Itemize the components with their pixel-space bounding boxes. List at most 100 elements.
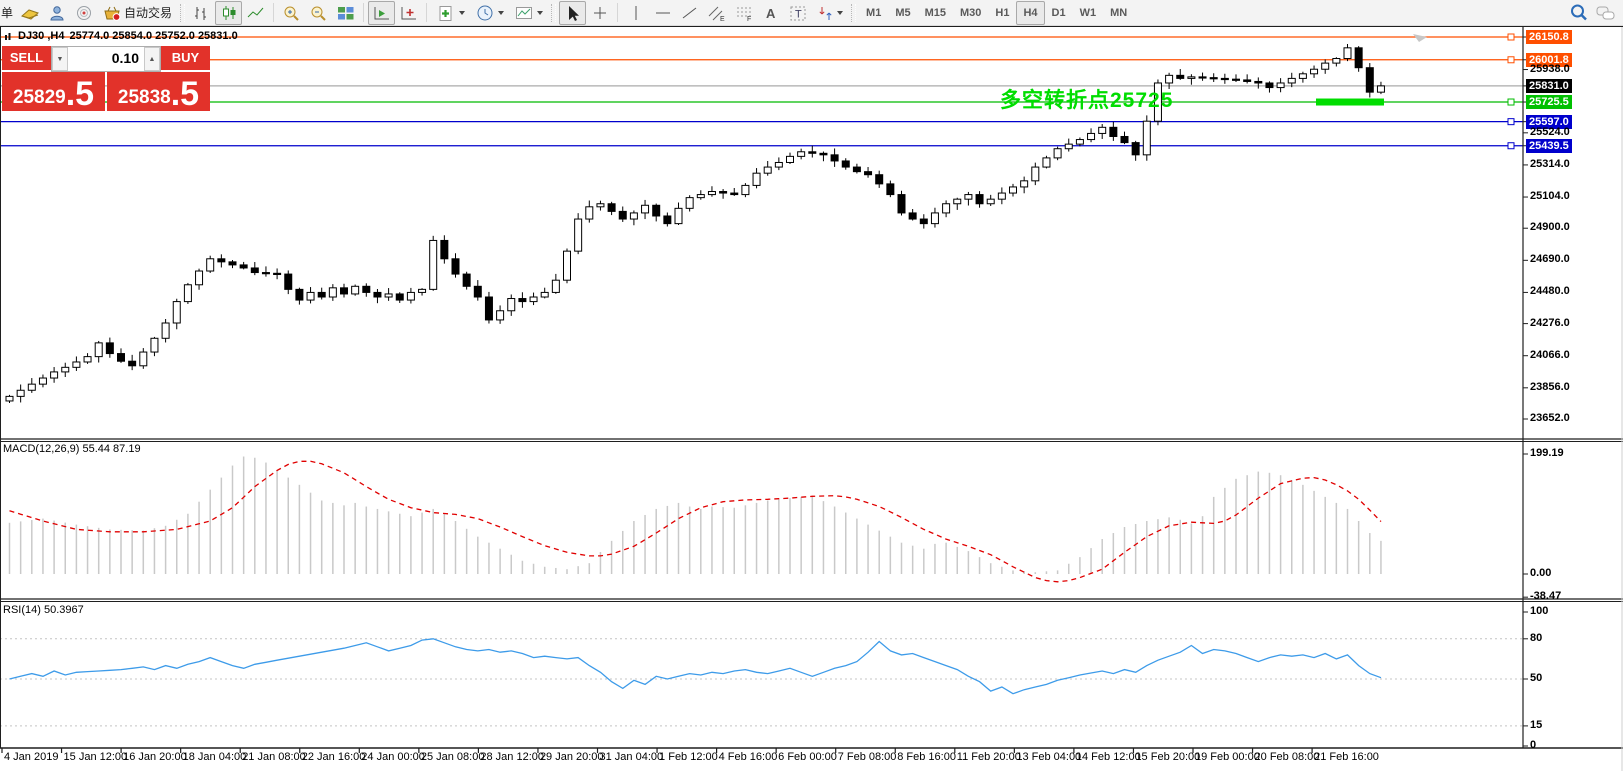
price-axis-label: 25439.5	[1526, 138, 1572, 153]
tile-windows-icon[interactable]	[332, 1, 359, 25]
tf-M30[interactable]: M30	[953, 1, 988, 25]
volume-decrease-button[interactable]: ▼	[52, 47, 68, 71]
tf-label: W1	[1079, 6, 1097, 19]
time-axis-label: 28 Jan 12:00	[480, 751, 545, 763]
volume-increase-button[interactable]: ▲	[144, 47, 160, 71]
price-axis-label: 23856.0	[1530, 380, 1570, 393]
buy-price-pip: .5	[170, 75, 200, 113]
tf-H4[interactable]: H4	[1016, 0, 1045, 25]
time-axis-label: 18 Jan 04:00	[182, 751, 247, 763]
tf-M1[interactable]: M1	[859, 1, 888, 25]
time-axis-label: 7 Feb 08:00	[837, 751, 897, 763]
indicators-icon	[439, 5, 452, 21]
sell-button[interactable]: SELL	[2, 46, 51, 72]
buy-price[interactable]: 25838 .5	[107, 72, 210, 111]
tf-label: M5	[895, 6, 911, 19]
price-axis-label: 25104.0	[1530, 190, 1570, 203]
equidistant-channel-icon[interactable]: E	[703, 1, 730, 25]
vertical-line-tool-icon[interactable]	[622, 1, 649, 25]
one-click-trading-panel: SELL ▼ 0.10 ▲ BUY 25829 .5 25838 .5	[2, 46, 210, 111]
price-axis-label: 24900.0	[1530, 221, 1570, 234]
time-axis-label: 15 Jan 12:00	[63, 751, 128, 763]
price-axis-label: 24480.0	[1530, 285, 1570, 298]
svg-text:A: A	[766, 6, 776, 21]
price-axis-label: 25597.0	[1526, 114, 1572, 129]
line-chart-icon[interactable]	[242, 1, 269, 25]
chart-shift-marker-icon[interactable]	[1412, 30, 1428, 48]
buy-button[interactable]: BUY	[161, 46, 210, 72]
candlestick-chart-icon[interactable]	[215, 0, 243, 25]
chart-canvas[interactable]	[0, 27, 1623, 771]
cursor-icon[interactable]	[559, 0, 587, 25]
metaeditor-icon[interactable]	[43, 1, 70, 25]
chat-icon[interactable]	[1592, 1, 1619, 25]
tf-label: M15	[924, 6, 946, 19]
zoom-in-icon[interactable]	[278, 1, 305, 25]
top-toolbar: 单 自动交易	[0, 0, 1623, 26]
autotrading-button[interactable]: 自动交易	[97, 1, 177, 25]
time-axis-label: 4 Jan 2019	[4, 751, 59, 763]
rsi-axis-label: 50	[1530, 672, 1543, 684]
volume-group: ▼ 0.10 ▲	[51, 46, 161, 72]
rsi-axis-label: 80	[1530, 631, 1543, 644]
price-axis-label: 24066.0	[1530, 348, 1570, 361]
symbol-period: DJ30 ,H4	[18, 30, 65, 42]
tf-M15[interactable]: M15	[918, 1, 953, 25]
horizontal-line-tool-icon[interactable]	[649, 1, 676, 25]
time-axis-label: 15 Feb 20:00	[1135, 751, 1201, 763]
chart-window-icon	[5, 32, 11, 40]
price-axis-label: 25938.0	[1530, 62, 1570, 75]
fibonacci-tool-icon[interactable]: F	[730, 1, 757, 25]
buy-price-main: 25838	[117, 87, 171, 108]
svg-text:F: F	[747, 16, 751, 22]
autotrading-icon	[104, 6, 121, 21]
tf-M5[interactable]: M5	[888, 1, 917, 25]
sell-price[interactable]: 25829 .5	[2, 72, 105, 111]
chevron-down-icon	[537, 10, 544, 15]
trendline-tool-icon[interactable]	[676, 1, 703, 25]
time-axis-label: 29 Jan 20:00	[539, 751, 604, 763]
time-axis-label: 13 Feb 04:00	[1016, 751, 1082, 763]
search-icon[interactable]	[1565, 1, 1592, 25]
auto-scroll-icon[interactable]	[368, 0, 396, 25]
price-axis-label: 25314.0	[1530, 157, 1570, 170]
text-tool-icon[interactable]: A	[757, 1, 784, 25]
arrows-tool-button[interactable]	[811, 1, 848, 25]
volume-input[interactable]: 0.10	[111, 50, 139, 66]
clock-icon	[477, 5, 493, 20]
templates-button[interactable]	[509, 1, 548, 25]
chart-shift-icon[interactable]	[395, 1, 422, 25]
tf-W1[interactable]: W1	[1073, 1, 1104, 25]
time-axis-label: 20 Feb 08:00	[1254, 751, 1320, 763]
price-axis-label: 25831.0	[1526, 78, 1572, 93]
tf-MN[interactable]: MN	[1103, 1, 1134, 25]
autotrading-label: 自动交易	[124, 6, 173, 20]
market-watch-icon[interactable]	[16, 1, 43, 25]
signals-icon[interactable]	[70, 1, 97, 25]
tf-label: D1	[1051, 6, 1066, 19]
chevron-down-icon	[837, 10, 844, 15]
price-axis-label: 26150.8	[1526, 30, 1572, 44]
tf-H1[interactable]: H1	[988, 1, 1016, 25]
crosshair-icon[interactable]	[586, 1, 613, 25]
time-axis-label: 8 Feb 16:00	[897, 751, 956, 763]
time-axis-label: 19 Feb 00:00	[1195, 751, 1260, 763]
sell-price-pip: .5	[65, 75, 95, 113]
macd-label: MACD(12,26,9) 55.44 87.19	[3, 443, 141, 455]
chevron-down-icon	[498, 10, 505, 15]
timeframe-group: M1 M5 M15 M30 H1 H4 D1 W1 MN	[859, 0, 1134, 25]
chevron-down-icon	[459, 10, 466, 15]
indicators-button[interactable]	[431, 1, 470, 25]
time-axis-label: 25 Jan 08:00	[420, 751, 485, 763]
zoom-out-icon[interactable]	[305, 1, 332, 25]
tf-D1[interactable]: D1	[1045, 1, 1073, 25]
periods-button[interactable]	[470, 1, 509, 25]
rsi-axis-label: 15	[1530, 718, 1543, 731]
macd-axis-label: 0.00	[1530, 567, 1552, 579]
text-label-tool-icon[interactable]: T	[784, 1, 811, 25]
time-axis-label: 22 Jan 16:00	[301, 751, 366, 763]
bar-chart-icon[interactable]	[188, 1, 215, 25]
new-order-button[interactable]: 单	[1, 6, 14, 20]
time-axis-label: 11 Feb 20:00	[956, 751, 1021, 763]
